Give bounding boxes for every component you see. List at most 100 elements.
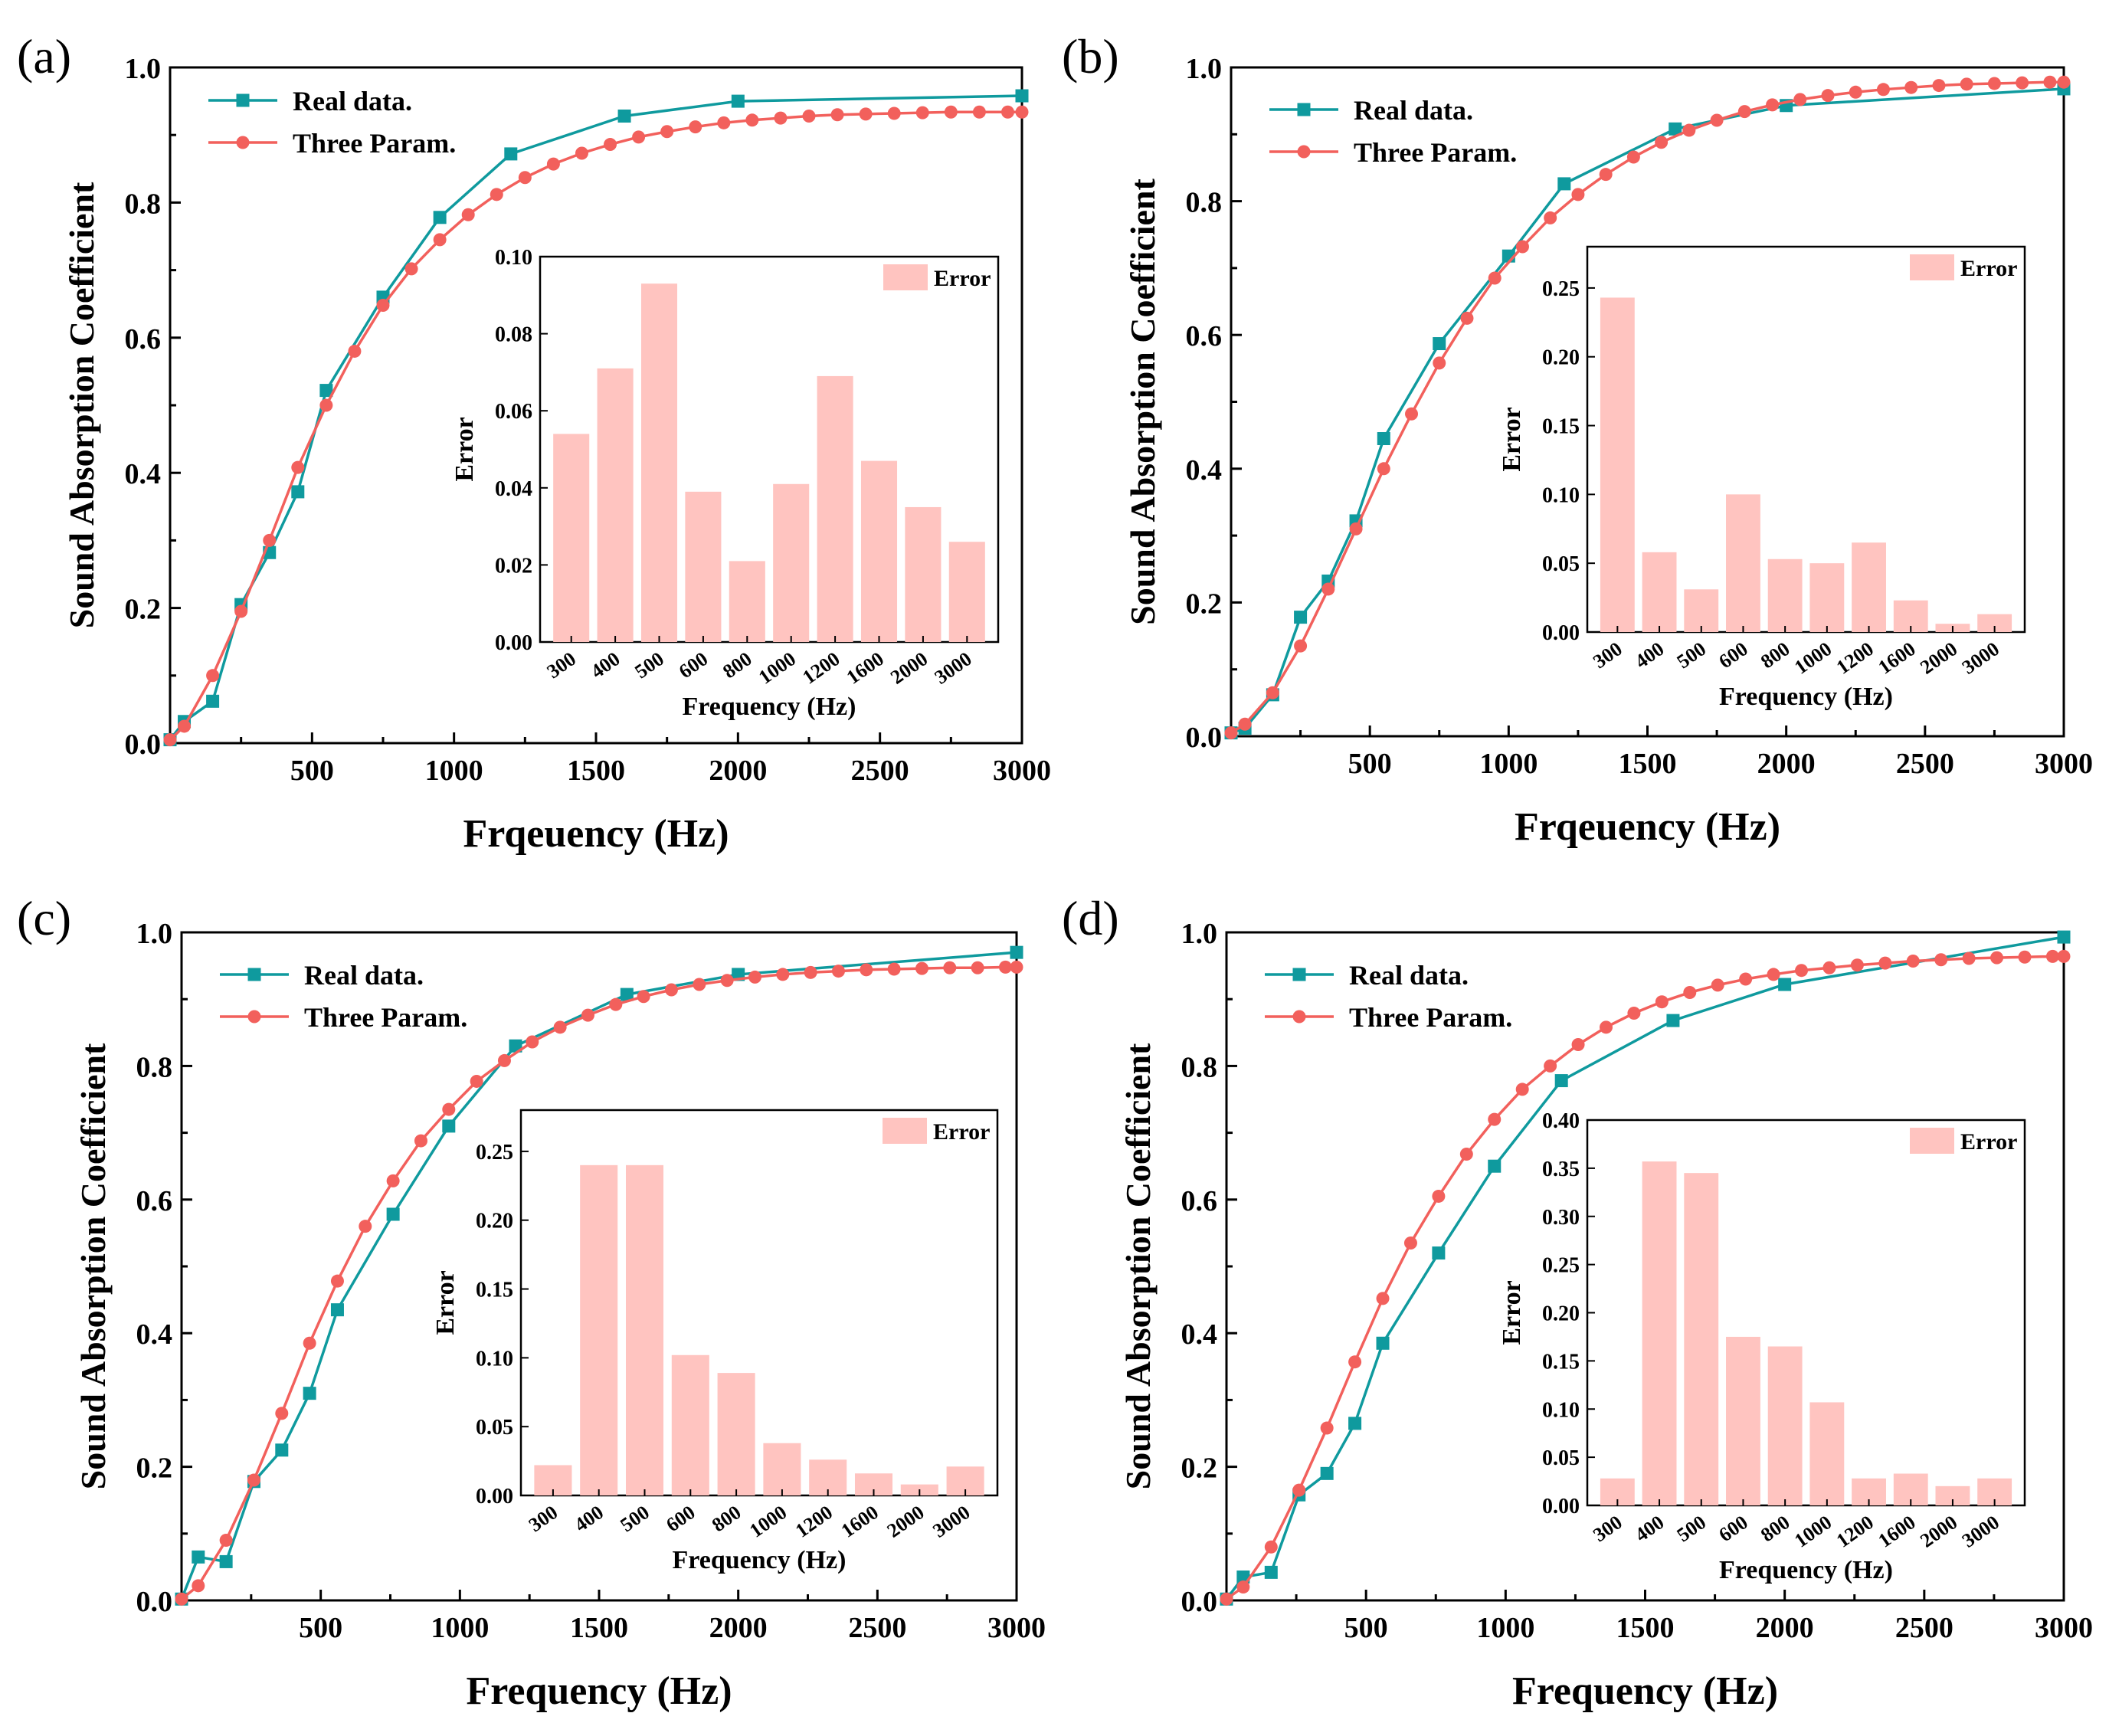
three-param-point	[1850, 958, 1864, 972]
three-param-point	[330, 1274, 344, 1288]
error-bar	[640, 283, 678, 642]
three-param-point	[1599, 168, 1613, 182]
three-param-point	[637, 990, 650, 1004]
three-param-point	[859, 107, 873, 121]
error-bar	[763, 1443, 801, 1495]
real-data-point	[731, 94, 745, 108]
y-tick-label: 0.2	[136, 1453, 173, 1485]
x-tick-label: 1000	[1479, 748, 1538, 780]
three-param-point	[887, 962, 901, 976]
x-tick-label: 1000	[1476, 1612, 1534, 1644]
error-bar	[717, 1373, 755, 1495]
inset-x-tick-label: 1600	[843, 647, 888, 689]
three-param-point	[1904, 80, 1918, 94]
error-bar	[580, 1164, 618, 1495]
real-data-point	[1264, 1565, 1278, 1579]
three-param-point	[1348, 1355, 1362, 1369]
panel-d: (d) 0.0 0.2 0.4 0.6 0.8 1.0 500 1000 1500 2000 2500…	[1062, 891, 2093, 1713]
three-param-point	[2045, 949, 2059, 963]
three-param-point	[1460, 311, 1474, 325]
inset-x-tick-label: 1600	[837, 1501, 883, 1542]
panel-label: (b)	[1062, 29, 1119, 84]
three-param-point	[1000, 105, 1014, 119]
three-param-point	[1627, 1007, 1641, 1020]
inset-legend-swatch	[1910, 1128, 1954, 1154]
legend-label: Real data.	[1349, 960, 1469, 991]
three-param-point	[526, 1035, 539, 1049]
x-tick-label: 1500	[567, 755, 625, 787]
three-param-point	[575, 146, 588, 160]
error-bar	[625, 1164, 664, 1495]
three-param-point	[1710, 113, 1724, 127]
inset-y-tick-label: 0.15	[476, 1279, 513, 1302]
panel-a: (a) 0.0 0.2 0.4 0.6 0.8 1.0 500 1000 1500 2000 2500…	[17, 29, 1051, 856]
error-bar	[1852, 542, 1886, 632]
y-tick-label: 0.0	[1181, 1586, 1218, 1618]
inset-legend-swatch	[1910, 254, 1954, 280]
three-param-point	[1433, 356, 1446, 370]
three-param-point	[1626, 150, 1640, 164]
y-tick-label: 0.8	[1186, 187, 1223, 219]
three-param-point	[1795, 964, 1809, 978]
three-param-point	[553, 1020, 567, 1034]
three-param-point	[1488, 271, 1502, 285]
inset-y-tick-label: 0.20	[1542, 346, 1580, 370]
inset-x-tick-label: 1600	[1874, 637, 1919, 679]
x-tick-label: 500	[290, 755, 334, 787]
inset-x-tick-label: 1200	[798, 647, 843, 689]
three-param-point	[206, 669, 220, 683]
real-data-point	[1294, 611, 1308, 624]
three-param-point	[442, 1102, 456, 1116]
three-param-point	[972, 105, 986, 119]
three-param-point	[2018, 950, 2032, 964]
three-param-point	[1405, 407, 1419, 421]
real-data-point	[504, 147, 518, 161]
error-bar	[1642, 552, 1677, 632]
inset-legend-label: Error	[1960, 1129, 2017, 1155]
y-axis-label: Sound Absorption Coefficient	[62, 182, 101, 628]
x-tick-label: 1500	[1616, 1612, 1675, 1644]
three-param-point	[1376, 1292, 1390, 1305]
real-data-point	[1554, 1074, 1568, 1088]
inset-y-tick-label: 0.10	[1542, 1398, 1580, 1422]
inset-y-tick-label: 0.35	[1542, 1158, 1580, 1181]
y-tick-label: 1.0	[1181, 918, 1218, 950]
inset-y-tick-label: 0.00	[1542, 1495, 1580, 1518]
three-param-point	[1238, 717, 1252, 731]
three-param-point	[774, 111, 788, 125]
inset-x-tick-label: 1000	[1790, 637, 1836, 679]
inset-y-tick-label: 0.00	[495, 631, 532, 655]
three-param-point	[943, 961, 957, 974]
legend-marker	[247, 1010, 261, 1024]
three-param-point	[1292, 1483, 1306, 1497]
x-tick-label: 2000	[709, 755, 767, 787]
inset-x-tick-label: 800	[708, 1501, 745, 1536]
error-bar	[817, 375, 853, 642]
three-param-point	[664, 983, 678, 997]
real-data-point	[319, 384, 333, 398]
three-param-point	[1015, 105, 1029, 119]
error-bar	[671, 1354, 709, 1495]
three-param-point	[1934, 953, 1948, 967]
y-tick-label: 1.0	[136, 918, 173, 950]
inset-y-tick-label: 0.20	[476, 1210, 513, 1233]
three-param-point	[497, 1053, 511, 1067]
real-data-point	[1015, 89, 1029, 103]
three-param-point	[1488, 1112, 1502, 1126]
three-param-point	[632, 130, 646, 144]
three-param-point	[348, 344, 362, 358]
real-data-point	[509, 1039, 522, 1053]
inset-x-tick-label: 3000	[1958, 1511, 2003, 1552]
inset-x-tick-label: 800	[1757, 1511, 1794, 1546]
x-tick-label: 3000	[987, 1612, 1046, 1644]
three-param-point	[1266, 686, 1279, 699]
real-data-point	[291, 485, 305, 499]
inset-x-tick-label: 1200	[1832, 637, 1878, 679]
three-param-point	[915, 961, 928, 975]
inset-x-tick-label: 3000	[928, 1501, 974, 1542]
three-param-point	[1655, 136, 1669, 149]
y-tick-label: 0.8	[136, 1051, 173, 1083]
three-param-point	[1320, 1421, 1334, 1435]
